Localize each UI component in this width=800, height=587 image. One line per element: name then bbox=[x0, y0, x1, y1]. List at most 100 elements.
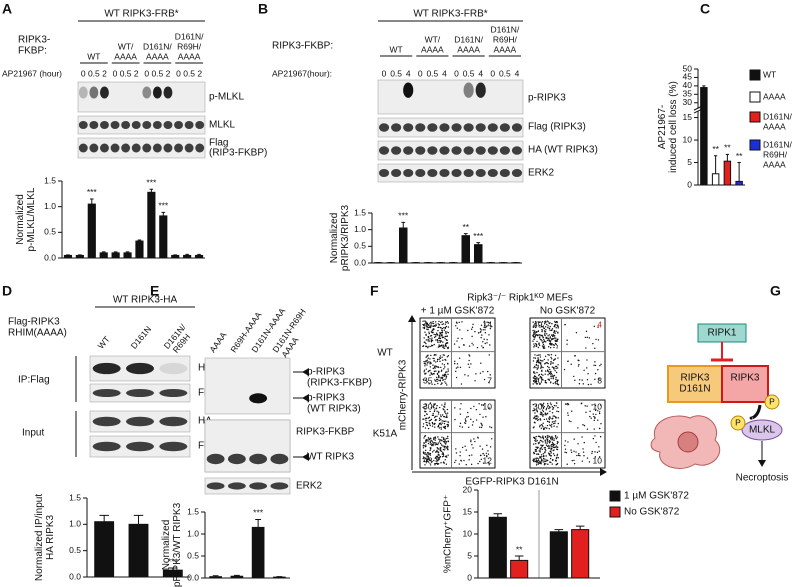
flow-event bbox=[479, 372, 482, 374]
flow-event bbox=[428, 336, 430, 338]
flow-event bbox=[436, 360, 439, 362]
flow-event bbox=[436, 366, 438, 368]
flow-event bbox=[446, 412, 449, 414]
y-axis-label: Normalized bbox=[15, 194, 26, 245]
flow-event bbox=[474, 380, 476, 382]
flow-event bbox=[441, 420, 443, 422]
flow-event bbox=[480, 362, 482, 364]
error-bar bbox=[702, 85, 706, 88]
flow-event bbox=[546, 337, 548, 339]
flow-event bbox=[470, 418, 472, 421]
construct-label: Flag-RIPK3 bbox=[8, 317, 60, 328]
y-tick-label: 1.5 bbox=[187, 506, 199, 516]
error-bar bbox=[476, 242, 481, 245]
flow-event bbox=[551, 438, 553, 440]
flow-event bbox=[488, 334, 490, 336]
flow-event bbox=[533, 338, 535, 341]
flow-event bbox=[485, 452, 488, 454]
flow-event bbox=[539, 354, 541, 356]
flow-event bbox=[429, 424, 431, 427]
flow-event bbox=[479, 426, 481, 428]
flow-event bbox=[426, 413, 428, 416]
flow-event bbox=[590, 417, 592, 419]
flow-event bbox=[443, 449, 446, 451]
blot-band bbox=[463, 123, 474, 132]
flow-event bbox=[483, 325, 486, 327]
flow-event bbox=[425, 444, 427, 446]
flow-event bbox=[573, 438, 575, 440]
flow-event bbox=[548, 334, 551, 336]
flow-event bbox=[557, 332, 559, 334]
flow-event bbox=[554, 434, 557, 437]
flow-event bbox=[436, 380, 438, 383]
group-label: D161N/ bbox=[143, 41, 172, 51]
flow-event bbox=[442, 354, 444, 356]
flow-event bbox=[540, 447, 543, 449]
flow-event bbox=[550, 445, 552, 447]
flow-event bbox=[549, 325, 551, 328]
y-axis-label: pRIPK3/WT RIPK3 bbox=[172, 502, 183, 587]
flow-event bbox=[534, 415, 536, 417]
flow-event bbox=[535, 418, 537, 421]
section-label: Input bbox=[22, 428, 44, 439]
flow-event bbox=[553, 422, 555, 425]
flow-event bbox=[444, 345, 447, 347]
blot-band bbox=[463, 82, 474, 98]
blot-band bbox=[159, 441, 188, 452]
node-label: D161N bbox=[679, 384, 710, 395]
flow-event bbox=[540, 444, 542, 446]
flow-event bbox=[540, 334, 542, 337]
flow-event bbox=[552, 359, 555, 361]
flow-event bbox=[555, 343, 557, 346]
flow-event bbox=[446, 331, 448, 333]
bar bbox=[700, 87, 708, 186]
flow-event bbox=[554, 443, 556, 446]
flow-event bbox=[491, 325, 493, 328]
flow-event bbox=[578, 453, 580, 455]
flow-event bbox=[443, 445, 445, 448]
y-tick-label: 0.0 bbox=[44, 252, 56, 262]
flow-event bbox=[546, 435, 549, 437]
flow-event bbox=[444, 327, 446, 330]
flow-event bbox=[486, 342, 488, 344]
flow-event bbox=[429, 447, 431, 449]
bar bbox=[135, 240, 144, 259]
flow-event bbox=[542, 342, 544, 344]
flow-event bbox=[455, 452, 458, 454]
flow-event bbox=[545, 418, 548, 420]
flow-event bbox=[444, 447, 446, 449]
flow-event bbox=[548, 328, 551, 330]
y-tick-label: 10 bbox=[683, 134, 693, 144]
flow-event bbox=[445, 420, 447, 422]
flow-event bbox=[543, 345, 545, 347]
flow-event bbox=[542, 426, 544, 428]
flow-plot bbox=[419, 399, 496, 469]
flow-event bbox=[550, 372, 553, 375]
error-bar bbox=[493, 513, 503, 518]
flow-event bbox=[557, 406, 559, 409]
flow-event bbox=[542, 343, 545, 346]
flow-event bbox=[539, 356, 542, 358]
y-tick-label: 1.5 bbox=[44, 175, 56, 185]
flow-event bbox=[549, 424, 551, 426]
flow-event bbox=[480, 458, 483, 460]
time-label: 0.5 bbox=[463, 68, 475, 78]
flow-event bbox=[456, 322, 458, 324]
flow-event bbox=[552, 444, 555, 447]
section-label: IP:Flag bbox=[18, 375, 50, 386]
flow-event bbox=[425, 403, 427, 405]
flow-event bbox=[434, 442, 436, 444]
blot-label: (RIP3-FKBP) bbox=[209, 148, 267, 159]
flow-event bbox=[570, 363, 572, 365]
blot-band bbox=[92, 362, 121, 375]
flow-event bbox=[537, 453, 539, 455]
flow-event bbox=[427, 440, 429, 442]
flow-event bbox=[430, 341, 433, 343]
flow-event bbox=[553, 330, 556, 332]
flow-event bbox=[554, 459, 557, 462]
flow-event bbox=[427, 427, 430, 430]
blot-band bbox=[121, 120, 131, 130]
flow-event bbox=[486, 339, 488, 341]
flow-event bbox=[546, 459, 549, 462]
flow-event bbox=[555, 383, 557, 385]
